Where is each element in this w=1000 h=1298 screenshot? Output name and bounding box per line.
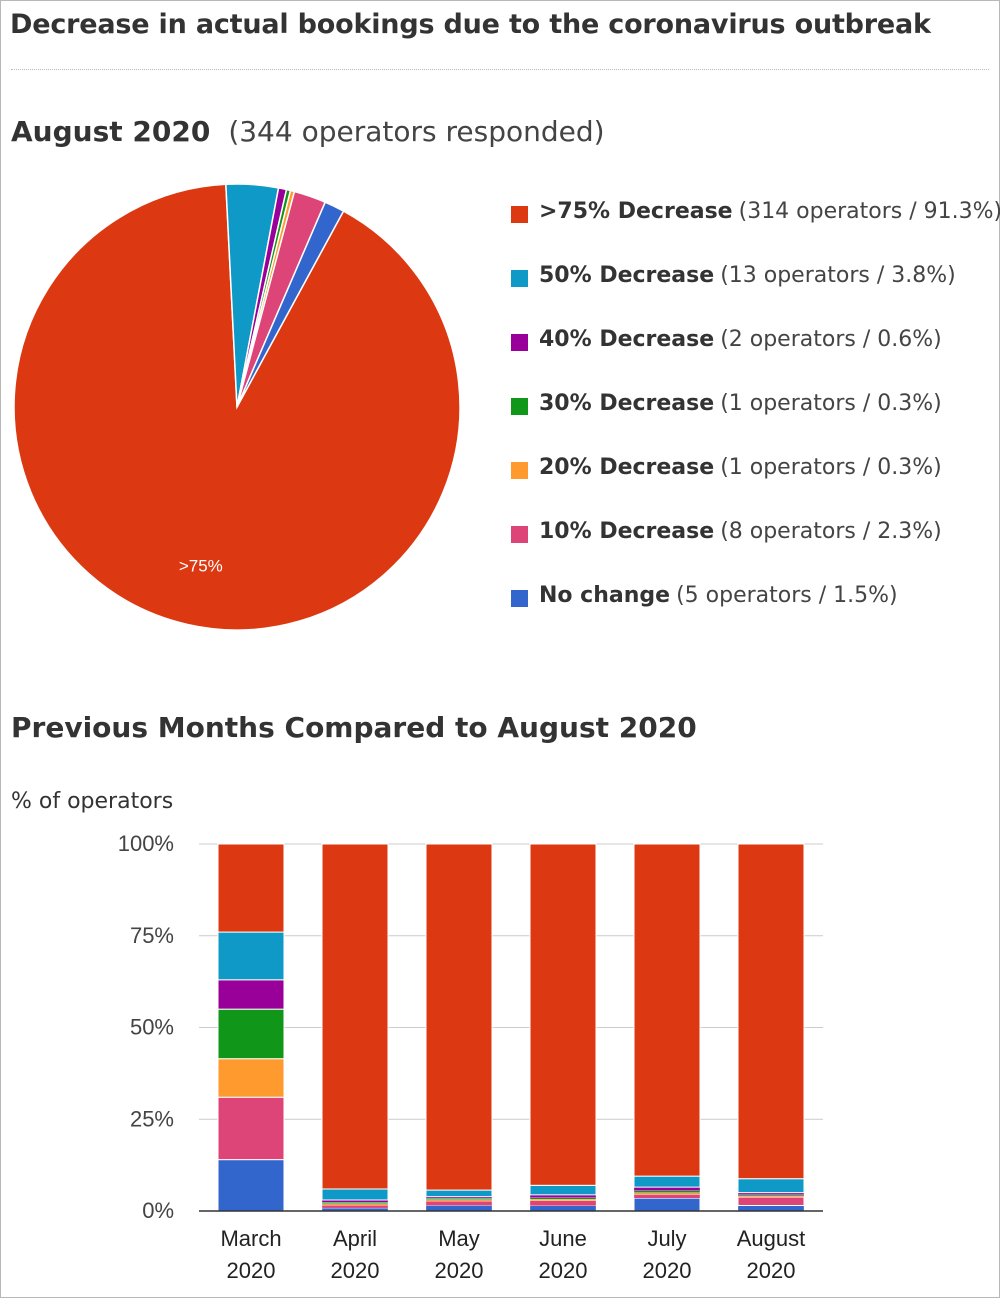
legend-item: 40% Decrease (2 operators / 0.6%): [511, 327, 1000, 391]
bar-segment: [633, 843, 701, 1177]
y-tick-label: 25%: [130, 1106, 174, 1131]
bar-segment: [321, 843, 389, 1190]
legend-name: 10% Decrease: [539, 519, 715, 544]
legend-detail: (314 operators / 91.3%): [738, 199, 1000, 224]
bar-segment: [217, 931, 285, 981]
bar-segment: [633, 1186, 701, 1191]
pie-slice: [236, 201, 345, 408]
x-tick-label: August: [737, 1226, 806, 1251]
bar-segment: [217, 843, 285, 933]
x-tick-label: 2020: [539, 1258, 588, 1283]
bar-segment: [529, 843, 597, 1186]
bar-segment: [633, 1175, 701, 1188]
stacked-bar-chart: 0% 25% 50% 75% 100% March 2020 April 2020 May 2020…: [118, 831, 823, 1283]
y-tick-label: 50%: [130, 1015, 174, 1040]
legend-swatch: [511, 398, 528, 415]
legend-name: 30% Decrease: [539, 391, 715, 416]
legend-detail: (8 operators / 2.3%): [720, 519, 942, 544]
bar-segment: [217, 979, 285, 1010]
legend-item: No change (5 operators / 1.5%): [511, 583, 1000, 647]
legend-swatch: [511, 590, 528, 607]
pie-chart: >75%: [13, 183, 461, 631]
bar-segment: [217, 1058, 285, 1098]
bar-segment: [633, 1197, 701, 1212]
bar-segment: [737, 1196, 805, 1206]
legend-item: 10% Decrease (8 operators / 2.3%): [511, 519, 1000, 583]
legend-detail: (13 operators / 3.8%): [720, 263, 956, 288]
pie-slice: [13, 183, 461, 631]
y-tick-label: 0%: [142, 1198, 174, 1223]
legend-swatch: [511, 334, 528, 351]
bar-segment: [321, 1203, 389, 1206]
legend-swatch: [511, 206, 528, 223]
pie-responded-count: (344 operators responded): [228, 115, 605, 148]
bar-segment: [321, 1202, 389, 1204]
bar-segment: [321, 1188, 389, 1201]
x-tick-label: 2020: [747, 1258, 796, 1283]
legend-item: 30% Decrease (1 operators / 0.3%): [511, 391, 1000, 455]
bar-segment: [425, 843, 493, 1191]
title-divider: [11, 69, 989, 70]
x-tick-label: June: [539, 1226, 587, 1251]
bar-segment: [425, 1197, 493, 1200]
legend-name: >75% Decrease: [539, 199, 733, 224]
pie-heading: August 2020 (344 operators responded): [11, 115, 605, 148]
legend-name: 20% Decrease: [539, 455, 715, 480]
legend-swatch: [511, 462, 528, 479]
legend-item: 20% Decrease (1 operators / 0.3%): [511, 455, 1000, 519]
bar-segment: [529, 1184, 597, 1196]
bar-segment: [425, 1200, 493, 1206]
y-tick-label: 100%: [118, 831, 174, 856]
legend-detail: (1 operators / 0.3%): [720, 455, 942, 480]
main-title: Decrease in actual bookings due to the c…: [10, 9, 931, 40]
bar-segment: [737, 1178, 805, 1194]
bar-segment: [217, 1096, 285, 1161]
legend-swatch: [511, 526, 528, 543]
bar-segment: [321, 1204, 389, 1209]
legend-swatch: [511, 270, 528, 287]
bar-chart-heading: Previous Months Compared to August 2020: [11, 711, 697, 744]
x-tick-label: 2020: [643, 1258, 692, 1283]
bar-segment: [737, 1194, 805, 1197]
bar-segment: [529, 1197, 597, 1200]
legend-detail: (1 operators / 0.3%): [720, 391, 942, 416]
bar-segment: [529, 1205, 597, 1212]
legend-name: 40% Decrease: [539, 327, 715, 352]
pie-legend: >75% Decrease (314 operators / 91.3%) 50% …: [511, 199, 1000, 647]
bar-segment: [217, 1159, 285, 1212]
x-tick-label: 2020: [435, 1258, 484, 1283]
bar-segment: [217, 1008, 285, 1060]
legend-name: 50% Decrease: [539, 263, 715, 288]
y-tick-label: 75%: [130, 923, 174, 948]
pie-slice-label: >75%: [179, 557, 223, 576]
x-tick-label: March: [220, 1226, 281, 1251]
bar-segment: [633, 1192, 701, 1195]
bar-segment: [633, 1190, 701, 1193]
bar-segment: [425, 1199, 493, 1202]
legend-name: No change: [539, 583, 671, 608]
bar-y-axis-title: % of operators: [11, 789, 174, 814]
legend-detail: (2 operators / 0.6%): [720, 327, 942, 352]
bar-segment: [529, 1200, 597, 1207]
bar-segment: [633, 1194, 701, 1199]
x-tick-label: May: [438, 1226, 480, 1251]
legend-item: >75% Decrease (314 operators / 91.3%): [511, 199, 1000, 263]
bar-segment: [529, 1199, 597, 1201]
bar-segment: [737, 843, 805, 1180]
bar-segment: [737, 1195, 805, 1198]
bar-segment: [425, 1205, 493, 1212]
legend-item: 50% Decrease (13 operators / 3.8%): [511, 263, 1000, 327]
pie-period: August 2020: [11, 115, 211, 148]
x-tick-label: 2020: [227, 1258, 276, 1283]
x-tick-label: April: [333, 1226, 377, 1251]
x-tick-label: 2020: [331, 1258, 380, 1283]
legend-detail: (5 operators / 1.5%): [676, 583, 898, 608]
bar-segment: [425, 1189, 493, 1198]
bar-segment: [737, 1205, 805, 1212]
x-tick-label: July: [647, 1226, 686, 1251]
